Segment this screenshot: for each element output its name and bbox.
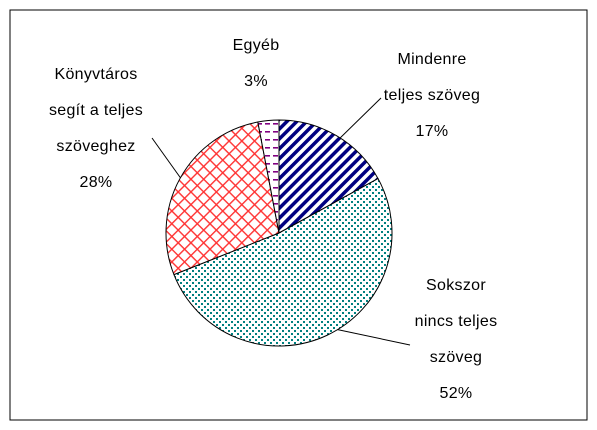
slice-label: Egyéb 3% (233, 28, 280, 100)
value-label: 3% (244, 73, 268, 90)
pie-slice (165, 121, 280, 276)
category-name: Mindenre teljes szöveg (383, 51, 481, 104)
pie-slice (278, 119, 379, 234)
category-name: Sokszor nincs teljes szöveg (414, 277, 498, 366)
leader-line (335, 97, 382, 143)
category-name: Egyéb (232, 37, 280, 54)
slice-label: Mindenre teljes szöveg 17% (384, 42, 480, 150)
pie-slice (257, 119, 280, 234)
leader-line (329, 327, 411, 346)
slice-label: Sokszor nincs teljes szöveg 52% (415, 268, 498, 412)
pie-slice (173, 177, 393, 347)
slice-label: Könyvtáros segít a teljes szöveghez 28% (49, 57, 143, 201)
value-label: 52% (439, 385, 473, 402)
leader-line (151, 137, 183, 181)
category-name: Könyvtáros segít a teljes szöveghez (48, 66, 144, 155)
value-label: 17% (415, 123, 449, 140)
value-label: 28% (79, 174, 113, 191)
